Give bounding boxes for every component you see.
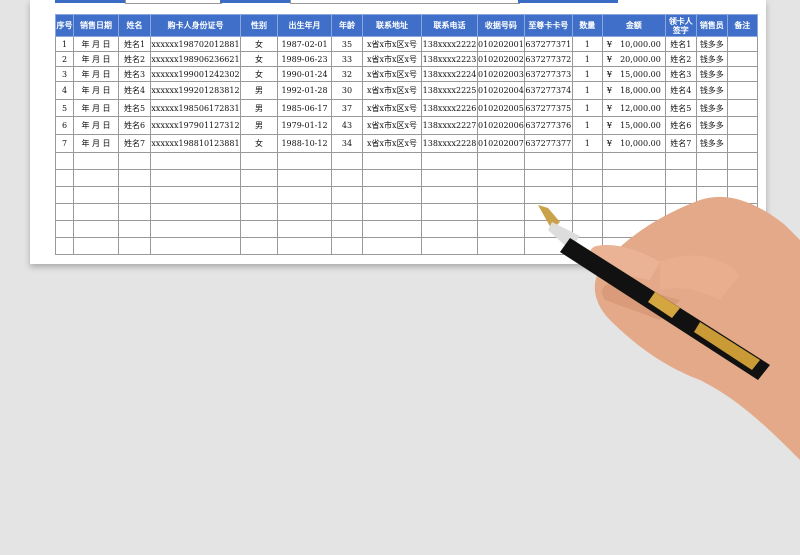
- currency-symbol: ¥: [606, 86, 612, 95]
- amount-value: 18,000.00: [620, 86, 661, 95]
- amount-value: 15,000.00: [620, 121, 661, 130]
- empty-cell[interactable]: [421, 237, 478, 255]
- amount-value: 15,000.00: [620, 69, 661, 79]
- amount-value: 12,000.00: [620, 103, 661, 113]
- column-header: 联系电话: [421, 14, 478, 37]
- cell-amount[interactable]: ¥18,000.00: [601, 81, 666, 100]
- column-header: 备注: [726, 14, 758, 37]
- column-header: 性别: [240, 14, 278, 37]
- currency-symbol: ¥: [606, 54, 612, 64]
- amount-value: 10,000.00: [620, 139, 661, 148]
- column-header: 收据号码: [477, 14, 525, 37]
- empty-row: [55, 169, 758, 187]
- top-header-cell: [55, 0, 125, 3]
- currency-symbol: ¥: [606, 39, 612, 49]
- currency-symbol: ¥: [606, 121, 612, 130]
- column-header: 年龄: [331, 14, 363, 37]
- pen-icon: [538, 205, 770, 380]
- cell-amount[interactable]: ¥15,000.00: [601, 66, 666, 82]
- currency-symbol: ¥: [606, 69, 612, 79]
- column-header: 至尊卡卡号: [523, 14, 573, 37]
- amount-value: 20,000.00: [620, 54, 661, 64]
- spreadsheet-page: 序号 销售日期 姓名 购卡人身份证号 性别 出生年月 年龄 联系地址 联系电话 收据号码 至尊卡卡号…: [30, 0, 766, 264]
- empty-row: [55, 186, 758, 204]
- column-header: 联系地址: [362, 14, 422, 37]
- column-header: 销售员: [695, 14, 728, 37]
- column-header: 购卡人身份证号: [150, 14, 241, 37]
- column-header: 领卡人签字: [664, 14, 697, 37]
- top-header-cell: [518, 0, 618, 3]
- currency-symbol: ¥: [606, 103, 612, 113]
- sales-table: 序号 销售日期 姓名 购卡人身份证号 性别 出生年月 年龄 联系地址 联系电话 收据号码 至尊卡卡号…: [55, 14, 758, 255]
- top-header-cell: [220, 0, 290, 3]
- empty-row: [55, 152, 758, 170]
- amount-value: 10,000.00: [620, 39, 661, 49]
- currency-symbol: ¥: [606, 139, 612, 148]
